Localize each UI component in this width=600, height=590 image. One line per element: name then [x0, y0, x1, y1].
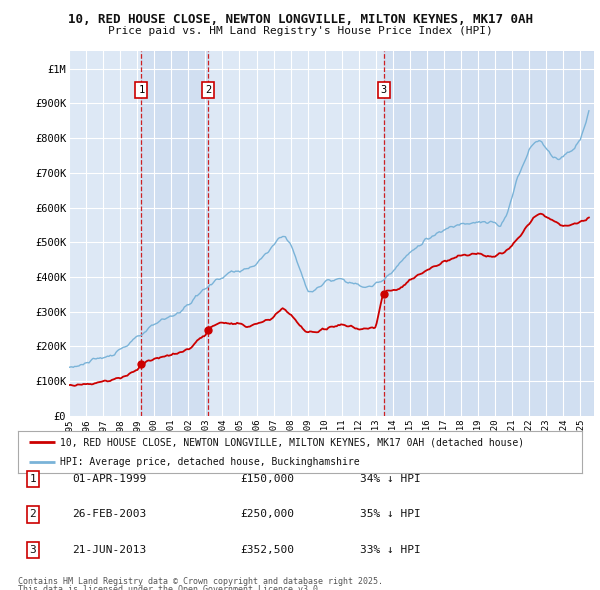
Text: 01-APR-1999: 01-APR-1999	[72, 474, 146, 484]
Text: Price paid vs. HM Land Registry's House Price Index (HPI): Price paid vs. HM Land Registry's House …	[107, 26, 493, 36]
Bar	[384, 51, 594, 416]
Text: 10, RED HOUSE CLOSE, NEWTON LONGVILLE, MILTON KEYNES, MK17 0AH (detached house): 10, RED HOUSE CLOSE, NEWTON LONGVILLE, M…	[60, 437, 524, 447]
Text: Contains HM Land Registry data © Crown copyright and database right 2025.: Contains HM Land Registry data © Crown c…	[18, 577, 383, 586]
Text: 3: 3	[381, 84, 387, 94]
Text: 21-JUN-2013: 21-JUN-2013	[72, 545, 146, 555]
Text: 35% ↓ HPI: 35% ↓ HPI	[360, 510, 421, 519]
Text: 33% ↓ HPI: 33% ↓ HPI	[360, 545, 421, 555]
Text: 34% ↓ HPI: 34% ↓ HPI	[360, 474, 421, 484]
Text: 10, RED HOUSE CLOSE, NEWTON LONGVILLE, MILTON KEYNES, MK17 0AH: 10, RED HOUSE CLOSE, NEWTON LONGVILLE, M…	[67, 13, 533, 26]
Text: 1: 1	[29, 474, 37, 484]
Text: £150,000: £150,000	[240, 474, 294, 484]
Text: 1: 1	[139, 84, 145, 94]
Text: This data is licensed under the Open Government Licence v3.0.: This data is licensed under the Open Gov…	[18, 585, 323, 590]
Text: 26-FEB-2003: 26-FEB-2003	[72, 510, 146, 519]
Text: £250,000: £250,000	[240, 510, 294, 519]
Text: HPI: Average price, detached house, Buckinghamshire: HPI: Average price, detached house, Buck…	[60, 457, 360, 467]
Bar	[142, 51, 208, 416]
Text: 2: 2	[205, 84, 211, 94]
Text: £352,500: £352,500	[240, 545, 294, 555]
Text: 2: 2	[29, 510, 37, 519]
Text: 3: 3	[29, 545, 37, 555]
